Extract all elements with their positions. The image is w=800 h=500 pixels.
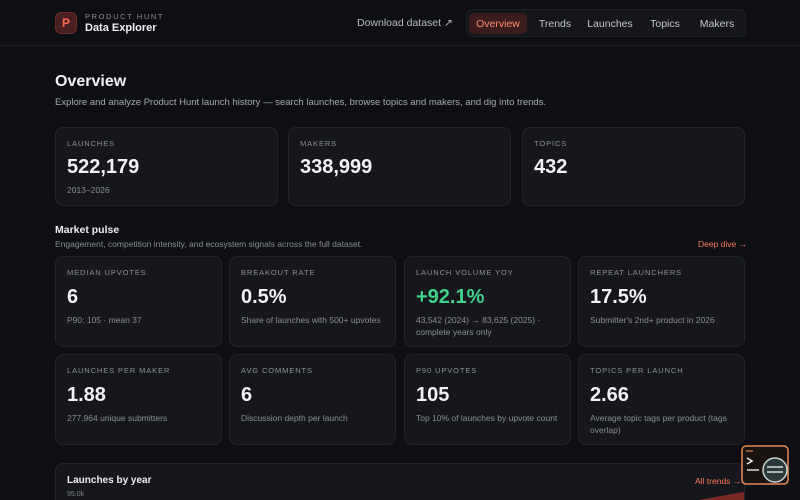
brand-title[interactable]: Data Explorer	[85, 22, 157, 34]
nav-tab-topics[interactable]: Topics	[650, 17, 680, 30]
pulse-value: 6	[67, 286, 79, 308]
stat-value: 522,179	[67, 156, 140, 178]
stat-card-launches: LAUNCHES 522,179 2013–2026	[55, 127, 278, 206]
pulse-value: +92.1%	[416, 286, 485, 308]
pulse-card-launches-per-maker: LAUNCHES PER MAKER 1.88 277,964 unique s…	[55, 354, 222, 445]
pulse-label: AVG COMMENTS	[241, 366, 313, 375]
pulse-sub: 277,964 unique submitters	[67, 413, 168, 423]
pulse-sub: Submitter's 2nd+ product in 2026	[590, 315, 715, 325]
stat-label: LAUNCHES	[67, 139, 116, 148]
pulse-label: MEDIAN UPVOTES	[67, 268, 147, 277]
pulse-label: REPEAT LAUNCHERS	[590, 268, 683, 277]
chart-area-hint	[697, 492, 744, 500]
pulse-value: 17.5%	[590, 286, 647, 308]
stat-label: TOPICS	[534, 139, 568, 148]
pulse-sub: Share of launches with 500+ upvotes	[241, 315, 381, 325]
chart-y-tick: 95.0k	[67, 491, 85, 498]
pulse-sub: P90: 105 · mean 37	[67, 315, 142, 325]
nav-tab-launches[interactable]: Launches	[587, 17, 633, 30]
deep-dive-link[interactable]: Deep dive →	[698, 239, 748, 249]
market-pulse-title: Market pulse	[55, 224, 120, 236]
nav-tab-overview[interactable]: Overview	[469, 13, 527, 34]
pulse-sub: 43,542 (2024) → 83,625 (2025) · complete…	[416, 315, 541, 337]
pulse-card-median-upvotes: MEDIAN UPVOTES 6 P90: 105 · mean 37	[55, 256, 222, 347]
brand-subtitle: PRODUCT HUNT	[85, 12, 165, 21]
launches-by-year-card: Launches by year All trends → 95.0k	[55, 463, 745, 500]
market-pulse-description: Engagement, competition intensity, and e…	[55, 239, 363, 249]
stat-label: MAKERS	[300, 139, 338, 148]
pulse-card-launch-volume-yoy: LAUNCH VOLUME YOY +92.1% 43,542 (2024) →…	[404, 256, 571, 347]
download-dataset-link[interactable]: Download dataset ↗	[357, 17, 453, 29]
pulse-card-topics-per-launch: TOPICS PER LAUNCH 2.66 Average topic tag…	[578, 354, 745, 445]
all-trends-link[interactable]: All trends →	[695, 476, 742, 486]
pulse-card-repeat-launchers: REPEAT LAUNCHERS 17.5% Submitter's 2nd+ …	[578, 256, 745, 347]
pulse-sub: Top 10% of launches by upvote count	[416, 413, 558, 423]
pulse-value: 2.66	[590, 384, 629, 406]
stat-sub: 2013–2026	[67, 185, 110, 195]
pulse-sub: Discussion depth per launch	[241, 413, 348, 423]
chart-bar-partial	[697, 492, 744, 500]
pulse-card-p90-upvotes: P90 UPVOTES 105 Top 10% of launches by u…	[404, 354, 571, 445]
pulse-label: P90 UPVOTES	[416, 366, 478, 375]
nav-tab-makers[interactable]: Makers	[699, 17, 735, 30]
pulse-value: 1.88	[67, 384, 106, 406]
logo-icon[interactable]: P	[55, 12, 77, 34]
nav-tab-trends[interactable]: Trends	[538, 17, 572, 30]
pulse-value: 0.5%	[241, 286, 287, 308]
terminal-chat-icon[interactable]	[741, 445, 791, 487]
pulse-card-breakout-rate: BREAKOUT RATE 0.5% Share of launches wit…	[229, 256, 396, 347]
stat-value: 338,999	[300, 156, 373, 178]
chart-title: Launches by year	[67, 475, 152, 486]
stat-value: 432	[534, 156, 568, 178]
stat-card-topics: TOPICS 432	[522, 127, 745, 206]
pulse-value: 105	[416, 384, 450, 406]
pulse-value: 6	[241, 384, 253, 406]
pulse-card-avg-comments: AVG COMMENTS 6 Discussion depth per laun…	[229, 354, 396, 445]
pulse-label: LAUNCHES PER MAKER	[67, 366, 171, 375]
pulse-label: LAUNCH VOLUME YOY	[416, 268, 514, 277]
main-nav: Overview Trends Launches Topics Makers	[466, 9, 746, 37]
top-bar: P PRODUCT HUNT Data Explorer Download da…	[0, 0, 800, 46]
page-title: Overview	[55, 73, 127, 90]
pulse-sub: Average topic tags per product (tags ove…	[590, 413, 727, 435]
pulse-label: BREAKOUT RATE	[241, 268, 316, 277]
page-description: Explore and analyze Product Hunt launch …	[55, 97, 547, 108]
stat-card-makers: MAKERS 338,999	[288, 127, 511, 206]
pulse-label: TOPICS PER LAUNCH	[590, 366, 684, 375]
